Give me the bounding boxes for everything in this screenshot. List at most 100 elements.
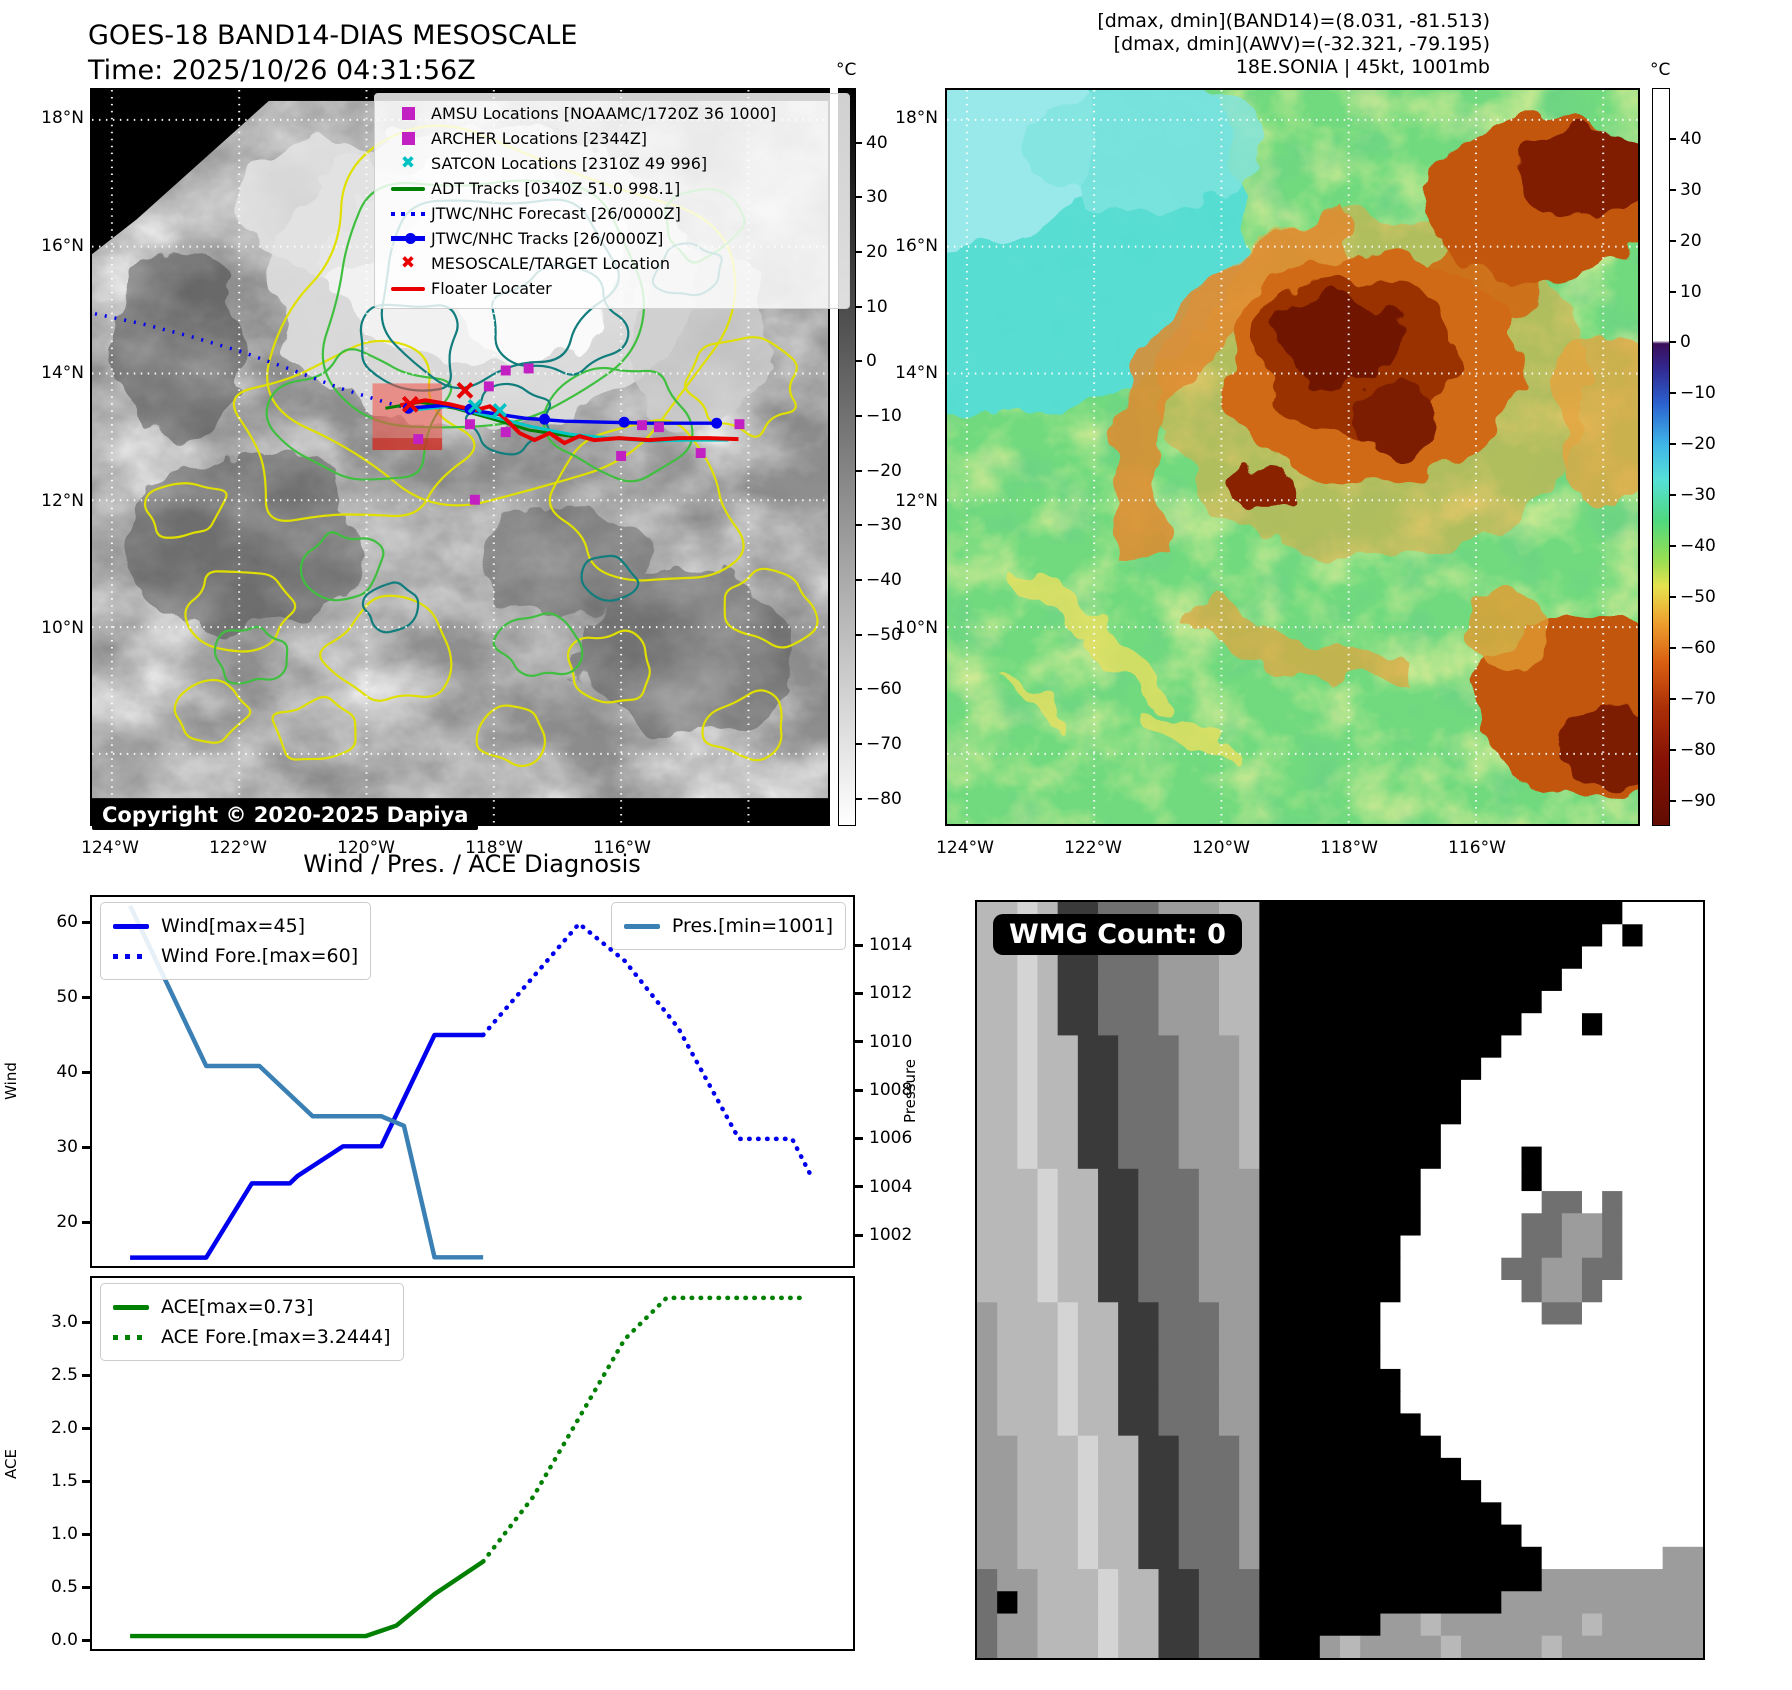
tick-mark — [855, 943, 863, 947]
awv-header-block: [dmax, dmin](BAND14)=(8.031, -81.513) [d… — [1097, 10, 1490, 79]
colorbar-tick-label: 30 — [866, 187, 888, 208]
ace-fore-legend-label: ACE Fore.[max=3.2444] — [161, 1326, 391, 1348]
wind-tick-label: 20 — [56, 1212, 78, 1232]
awv-lon-label: 116°W — [1448, 838, 1506, 858]
pressure-legend-label: Pres.[min=1001] — [671, 915, 833, 937]
colorbar-tick-label: 40 — [1680, 128, 1702, 149]
tick-mark — [82, 1070, 90, 1074]
pressure-tick-label: 1014 — [869, 935, 913, 955]
colorbar-tick-label: 20 — [1680, 230, 1702, 251]
colorbar-tick-label: −80 — [866, 788, 902, 809]
colorbar-tick-label: −80 — [1680, 739, 1716, 760]
tick-mark — [856, 688, 862, 691]
colorbar-tick-label: −70 — [866, 734, 902, 754]
awv-lon-label: 124°W — [936, 838, 994, 858]
wind-solid-line-swatch — [113, 923, 161, 929]
colorbar-tick-label: 0 — [866, 351, 877, 372]
goes-legend-x-marker: ✖ — [400, 253, 416, 273]
goes-lat-label: 16°N — [41, 235, 84, 256]
goes-lat-label: 18°N — [41, 108, 84, 128]
goes-map-legend: AMSU Locations [NOAAMC/1720Z 36 1000] ARC… — [374, 93, 850, 309]
tick-mark — [1670, 697, 1676, 700]
goes-legend-line-dot-marker — [385, 233, 431, 244]
colorbar-tick-label: 0 — [1680, 332, 1691, 353]
ace-tick-label: 2.5 — [50, 1365, 78, 1385]
pressure-tick-label: 1004 — [869, 1176, 913, 1197]
colorbar-tick-label: 10 — [1680, 281, 1702, 302]
tick-mark — [1670, 748, 1676, 751]
tick-mark — [1670, 188, 1676, 191]
wmg-panel — [975, 900, 1705, 1660]
copyright-banner: Copyright © 2020-2025 Dapiya — [92, 800, 479, 830]
colorbar-tick-label: −20 — [1680, 434, 1716, 455]
goes-lon-label: 116°W — [593, 838, 651, 858]
wind-fore-legend-label: Wind Fore.[max=60] — [161, 945, 359, 967]
pressure-tick-label: 1008 — [869, 1080, 913, 1100]
pressure-tick-label: 1006 — [869, 1128, 913, 1149]
colorbar-tick-label: −40 — [866, 570, 902, 590]
tick-mark — [856, 743, 862, 745]
goes-legend-square-marker — [385, 107, 431, 120]
goes-lon-label: 122°W — [209, 838, 267, 858]
colorbar-tick-label: 20 — [866, 242, 888, 262]
tick-mark — [855, 1185, 863, 1189]
awv-lon-label: 118°W — [1320, 838, 1378, 858]
tick-mark — [856, 797, 862, 800]
wind-legend-item: Wind[max=45] — [113, 911, 358, 941]
wmg-pixel-image — [977, 902, 1703, 1658]
tick-mark — [855, 991, 863, 995]
ace-tick-label: 2.0 — [50, 1418, 78, 1438]
pressure-tick-label: 1012 — [869, 983, 913, 1004]
goes-lon-label: 118°W — [465, 838, 523, 858]
colorbar-tick-label: −50 — [1680, 586, 1716, 607]
tick-mark — [1670, 595, 1676, 598]
goes-legend-line-marker — [385, 186, 431, 191]
wind-fore-legend-item: Wind Fore.[max=60] — [113, 941, 358, 971]
goes-legend-item: ✖ MESOSCALE/TARGET Location — [385, 251, 839, 276]
tick-mark — [856, 141, 862, 144]
awv-lon-label: 120°W — [1192, 838, 1250, 858]
goes-legend-dotted-marker — [385, 211, 431, 216]
goes-legend-label: ADT Tracks [0340Z 51.0 998.1] — [431, 179, 681, 198]
tick-mark — [1670, 392, 1676, 395]
tick-mark — [82, 1426, 90, 1430]
tick-mark — [856, 305, 862, 308]
goes-colorbar-unit: °C — [836, 60, 857, 80]
goes-lon-label: 124°W — [81, 838, 139, 858]
wind-tick-label: 50 — [56, 987, 78, 1007]
colorbar-tick-label: −60 — [1680, 637, 1716, 658]
wind-legend: Wind[max=45] Wind Fore.[max=60] — [100, 902, 372, 980]
colorbar-tick-label: 30 — [1680, 179, 1702, 200]
tick-mark — [855, 1088, 863, 1092]
wind-tick-label: 40 — [56, 1062, 78, 1082]
colorbar-tick-label: 10 — [866, 296, 888, 317]
goes-legend-label: Floater Locater — [431, 279, 552, 298]
pressure-line-swatch — [623, 923, 672, 929]
tick-mark — [82, 920, 90, 924]
tick-mark — [856, 524, 862, 527]
ace-tick-label: 1.5 — [50, 1471, 78, 1491]
pressure-legend: Pres.[min=1001] — [610, 902, 846, 950]
tick-mark — [82, 1320, 90, 1324]
ace-solid-line-swatch — [113, 1304, 161, 1310]
colorbar-tick-label: −30 — [1680, 485, 1716, 506]
colorbar-tick-label: −70 — [1680, 688, 1716, 709]
wind-tick-label: 60 — [56, 912, 78, 932]
wind-dotted-line-swatch — [113, 953, 161, 959]
goes-title-block: GOES-18 BAND14-DIAS MESOSCALE Time: 2025… — [88, 18, 577, 88]
colorbar-tick-label: −30 — [866, 515, 902, 536]
tick-mark — [82, 1373, 90, 1377]
tick-mark — [82, 995, 90, 999]
tick-mark — [855, 1040, 863, 1044]
tick-mark — [856, 469, 862, 472]
goes-lat-label: 12°N — [41, 490, 84, 511]
goes-legend-item: ADT Tracks [0340Z 51.0 998.1] — [385, 176, 839, 201]
awv-lat-label: 16°N — [895, 235, 938, 256]
ace-plot — [130, 1295, 810, 1639]
awv-lon-label: 122°W — [1064, 838, 1122, 858]
tick-mark — [1670, 137, 1676, 140]
ace-tick-label: 1.0 — [50, 1524, 78, 1544]
awv-header-dmax-band14: [dmax, dmin](BAND14)=(8.031, -81.513) — [1097, 10, 1490, 32]
ace-dotted-line-swatch — [113, 1334, 161, 1340]
goes-legend-item: AMSU Locations [NOAAMC/1720Z 36 1000] — [385, 101, 839, 126]
